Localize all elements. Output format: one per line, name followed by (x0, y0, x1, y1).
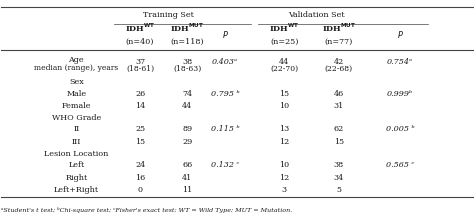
Text: IDH$^{\mathbf{WT}}$: IDH$^{\mathbf{WT}}$ (125, 21, 155, 34)
Text: 74: 74 (182, 90, 192, 98)
Text: (18-63): (18-63) (173, 65, 201, 73)
Text: 89: 89 (182, 125, 192, 133)
Text: 11: 11 (182, 186, 192, 194)
Text: 44: 44 (182, 102, 192, 110)
Text: 15: 15 (334, 138, 344, 146)
Text: 5: 5 (336, 186, 341, 194)
Text: WHO Grade: WHO Grade (52, 114, 101, 122)
Text: 0.999ᵇ: 0.999ᵇ (387, 90, 413, 98)
Text: IDH$^{\mathbf{MUT}}$: IDH$^{\mathbf{MUT}}$ (321, 21, 356, 34)
Text: 31: 31 (334, 102, 344, 110)
Text: $P$: $P$ (222, 29, 228, 40)
Text: 46: 46 (334, 90, 344, 98)
Text: 38: 38 (182, 58, 192, 66)
Text: 25: 25 (135, 125, 145, 133)
Text: 44: 44 (279, 58, 290, 66)
Text: 13: 13 (279, 125, 290, 133)
Text: 0.403ᵃ: 0.403ᵃ (212, 58, 238, 66)
Text: 12: 12 (279, 138, 290, 146)
Text: 12: 12 (279, 174, 290, 182)
Text: 0: 0 (137, 186, 143, 194)
Text: median (range), years: median (range), years (34, 64, 118, 72)
Text: 0.754ᵃ: 0.754ᵃ (387, 58, 413, 66)
Text: Sex: Sex (69, 78, 84, 86)
Text: 0.795 ᵇ: 0.795 ᵇ (211, 90, 239, 98)
Text: 14: 14 (135, 102, 145, 110)
Text: ᵃStudent's t test; ᵇChi-square test; ᶜFisher's exact test; WT = Wild Type; MUT =: ᵃStudent's t test; ᵇChi-square test; ᶜFi… (0, 207, 292, 213)
Text: 0.132 ᶜ: 0.132 ᶜ (211, 161, 239, 169)
Text: Lesion Location: Lesion Location (44, 150, 109, 157)
Text: Validation Set: Validation Set (288, 11, 345, 19)
Text: 10: 10 (279, 161, 289, 169)
Text: 10: 10 (279, 102, 289, 110)
Text: (18-61): (18-61) (126, 65, 154, 73)
Text: IDH$^{\mathbf{WT}}$: IDH$^{\mathbf{WT}}$ (269, 21, 300, 34)
Text: (n=40): (n=40) (126, 37, 155, 45)
Text: 0.565 ᶜ: 0.565 ᶜ (386, 161, 414, 169)
Text: Left: Left (68, 161, 84, 169)
Text: 42: 42 (334, 58, 344, 66)
Text: 34: 34 (334, 174, 344, 182)
Text: II: II (73, 125, 80, 133)
Text: 15: 15 (279, 90, 289, 98)
Text: 62: 62 (334, 125, 344, 133)
Text: (n=77): (n=77) (324, 37, 353, 45)
Text: 3: 3 (282, 186, 287, 194)
Text: Left+Right: Left+Right (54, 186, 99, 194)
Text: Training Set: Training Set (143, 11, 194, 19)
Text: $P$: $P$ (397, 29, 403, 40)
Text: IDH$^{\mathbf{MUT}}$: IDH$^{\mathbf{MUT}}$ (170, 21, 204, 34)
Text: 16: 16 (135, 174, 145, 182)
Text: (n=25): (n=25) (270, 37, 299, 45)
Text: 26: 26 (135, 90, 145, 98)
Text: 66: 66 (182, 161, 192, 169)
Text: 24: 24 (135, 161, 145, 169)
Text: III: III (72, 138, 81, 146)
Text: (22-68): (22-68) (325, 65, 353, 73)
Text: (22-70): (22-70) (270, 65, 298, 73)
Text: Female: Female (62, 102, 91, 110)
Text: Right: Right (65, 174, 87, 182)
Text: 15: 15 (135, 138, 145, 146)
Text: 29: 29 (182, 138, 192, 146)
Text: Age: Age (69, 56, 84, 64)
Text: 41: 41 (182, 174, 192, 182)
Text: (n=118): (n=118) (171, 37, 204, 45)
Text: Male: Male (66, 90, 86, 98)
Text: 38: 38 (334, 161, 344, 169)
Text: 37: 37 (135, 58, 145, 66)
Text: 0.005 ᵇ: 0.005 ᵇ (386, 125, 414, 133)
Text: 0.115 ᵇ: 0.115 ᵇ (211, 125, 239, 133)
